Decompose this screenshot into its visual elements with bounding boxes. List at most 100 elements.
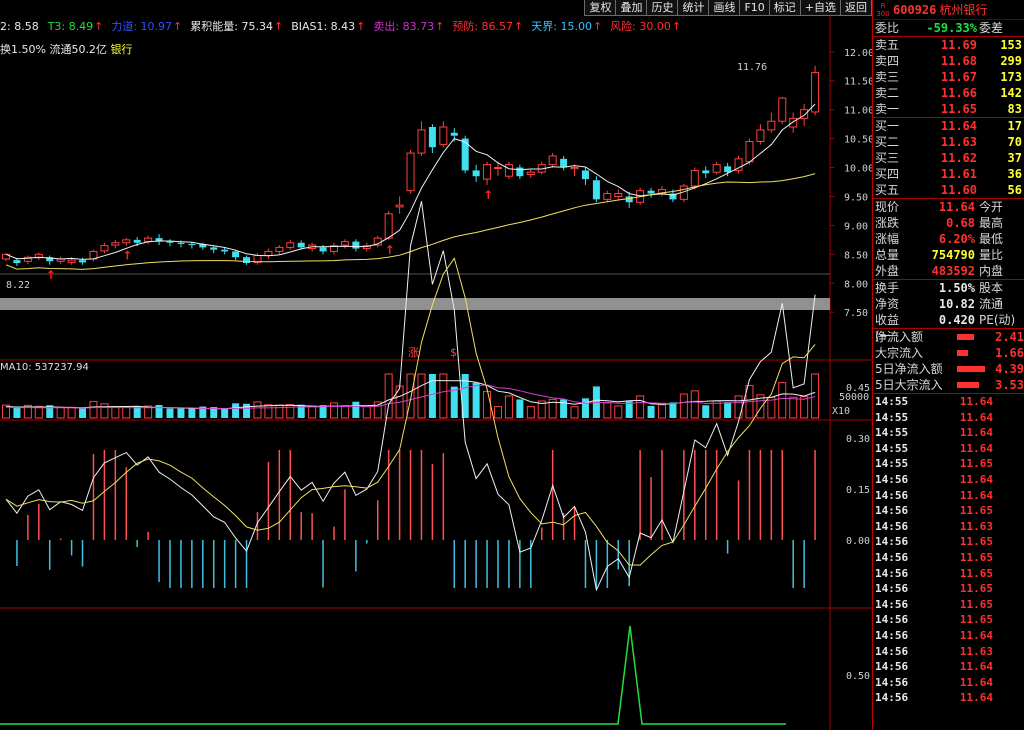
volume-bar — [494, 406, 502, 419]
volume-bar — [417, 373, 426, 419]
up-arrow-icon: ↑ — [435, 20, 445, 33]
volume-bar — [439, 373, 448, 419]
sector-label: 银行 — [110, 43, 133, 56]
ma-long-line — [5, 173, 816, 270]
candle-body — [614, 193, 623, 197]
buy-arrow-icon: ↑ — [385, 243, 395, 257]
candle-body — [373, 237, 382, 246]
toolbar-button-8[interactable]: 返回 — [840, 0, 872, 16]
toolbar-button-3[interactable]: 统计 — [677, 0, 710, 16]
toolbar-button-0[interactable]: 复权 — [584, 0, 617, 16]
candle-body — [330, 245, 338, 252]
tick-price: 11.64 — [959, 410, 993, 424]
bids-price: 11.64 — [940, 119, 977, 133]
indicator-2: 力道: 10.97 — [111, 20, 173, 33]
tick-list[interactable]: 14:55 11.64 14:55 11.64 14:55 11.64 14:55 11.64… — [873, 393, 1024, 706]
tick-price: 11.65 — [959, 504, 993, 518]
volume-bar — [669, 402, 677, 418]
fund-flow-value: 3.53 — [995, 378, 1024, 392]
fund-flow-label: 5日大宗流入 — [875, 378, 943, 392]
tick-row: 14:55 11.64 — [873, 410, 1024, 426]
tick-time: 14:55 — [875, 395, 909, 408]
tick-row: 14:56 11.63 — [873, 519, 1024, 535]
volume-bar — [188, 408, 196, 418]
indicator-5: 卖出: 83.73 — [373, 20, 435, 33]
candle-body — [745, 140, 754, 163]
quote-label: 外盘 — [875, 264, 900, 278]
osc-axis-label: 0.30 — [846, 434, 870, 445]
toolbar-button-4[interactable]: 画线 — [708, 0, 741, 16]
volume-bar — [767, 396, 776, 419]
candle-body — [111, 242, 120, 246]
rise-mark: 涨 — [408, 346, 419, 359]
toolbar-button-5[interactable]: F10 — [739, 0, 770, 16]
candle-body — [450, 132, 458, 136]
volume-bar — [133, 406, 141, 418]
quote-value: 483592 — [931, 264, 975, 278]
bids-label: 买三 — [875, 151, 900, 165]
tick-time: 14:56 — [875, 613, 909, 627]
toolbar-button-1[interactable]: 叠加 — [615, 0, 648, 16]
volume-bar — [199, 406, 207, 418]
asks-row: 卖四 11.68 299 — [873, 53, 1024, 69]
volume-bar — [34, 405, 43, 419]
quote-label-2: 内盘 — [979, 264, 1004, 278]
candle-body — [308, 244, 317, 250]
asks-label: 卖四 — [875, 54, 900, 68]
fund-flow-bar — [957, 350, 968, 356]
volume-bar — [297, 404, 305, 418]
quote-value: 0.68 — [946, 216, 975, 230]
candle-body — [243, 257, 251, 264]
tick-time: 14:56 — [875, 628, 909, 642]
tick-row: 14:56 11.65 — [873, 612, 1024, 628]
bids-label: 买一 — [875, 119, 900, 133]
candle-body — [439, 126, 448, 145]
bids-price: 11.60 — [940, 183, 977, 197]
tick-row: 14:56 11.65 — [873, 581, 1024, 597]
volume-bar — [2, 404, 10, 419]
buy-arrow-icon: ↑ — [483, 188, 493, 202]
asks-label: 卖二 — [875, 86, 900, 100]
tick-row: 14:56 11.64 — [873, 472, 1024, 488]
turnover-info: 换1.50% 流通50.2亿 — [0, 43, 107, 56]
quote-label-2: 量比 — [979, 248, 1004, 262]
toolbar-button-7[interactable]: +自选 — [799, 0, 841, 16]
toolbar-button-2[interactable]: 历史 — [646, 0, 679, 16]
dollar-mark: $ — [450, 346, 457, 359]
volume-bar — [264, 404, 273, 419]
stock-header: R 300 600926 杭州银行 — [873, 0, 1024, 20]
volume-bar — [253, 401, 262, 419]
bids-price: 11.61 — [940, 167, 977, 181]
volume-bar — [789, 396, 798, 419]
tick-price: 11.64 — [959, 441, 993, 455]
tick-time: 14:56 — [875, 691, 909, 705]
volume-bar — [79, 407, 87, 418]
bids-label: 买四 — [875, 167, 900, 181]
quote-value: 754790 — [931, 248, 975, 262]
toolbar-button-6[interactable]: 标记 — [768, 0, 801, 16]
price-axis-label: 11.50 — [844, 77, 872, 88]
candle-body — [264, 250, 273, 256]
bids-label: 买二 — [875, 135, 900, 149]
volume-bar — [537, 400, 546, 419]
candle-body — [734, 158, 743, 171]
price-axis-label: 8.50 — [844, 250, 868, 261]
tick-time: 14:56 — [875, 660, 909, 674]
tick-time: 14:56 — [875, 519, 909, 533]
candle-body — [800, 109, 809, 119]
kline-chart-area[interactable]: 2: 8.58 T3: 8.49↑ 力道: 10.97↑ 累积能量: 75.34↑ BI… — [0, 0, 872, 730]
indicator-1: T3: 8.49 — [47, 20, 94, 33]
quote2-label: 换手 — [875, 281, 900, 295]
candle-body — [286, 242, 295, 248]
quote2-label-2: 股本 — [979, 281, 1004, 295]
candle-body — [625, 196, 633, 203]
quote-row: 总量 754790 量比 — [873, 247, 1024, 263]
candle-body — [155, 238, 163, 242]
fund-flow-row: 5日净流入额 4.39 — [873, 361, 1024, 377]
candle-body — [23, 256, 32, 262]
bids-volume: 36 — [1007, 167, 1022, 181]
quote2-value: 10.82 — [938, 297, 975, 311]
osc-axis-label: 0.00 — [846, 536, 870, 547]
volume-bar — [221, 407, 229, 418]
volume-bar — [778, 382, 787, 419]
